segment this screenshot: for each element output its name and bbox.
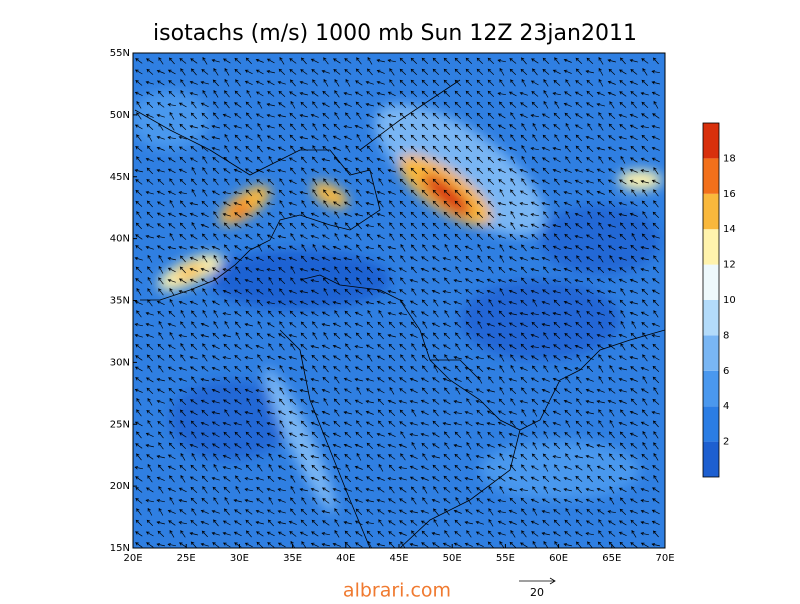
colorbar-segment [703, 441, 719, 477]
lat-label: 25N [110, 419, 130, 430]
colorbar-segment [703, 300, 719, 336]
colorbar-segment [703, 158, 719, 194]
lat-label: 50N [110, 110, 130, 121]
colorbar-label: 2 [723, 437, 729, 448]
field [133, 53, 665, 548]
lat-label: 45N [110, 172, 130, 183]
lon-label: 50E [443, 553, 462, 564]
lon-label: 40E [336, 553, 355, 564]
wind-vectors [134, 56, 660, 548]
colorbar-label: 10 [723, 295, 736, 306]
colorbar-segment [703, 335, 719, 371]
lon-label: 45E [389, 553, 408, 564]
lon-label: 35E [283, 553, 302, 564]
lon-label: 65E [602, 553, 621, 564]
colorbar-label: 12 [723, 260, 736, 271]
lon-label: 70E [655, 553, 674, 564]
colorbar-segment [703, 370, 719, 407]
colorbar-segment [703, 123, 719, 159]
lat-label: 15N [110, 543, 130, 554]
colorbar: 2 4 6 8 10 12 14 16 18 [702, 122, 736, 478]
lat-label: 40N [110, 234, 130, 245]
map-title: isotachs (m/s) 1000 mb Sun 12Z 23jan2011 [153, 21, 637, 46]
watermark: albrari.com [343, 580, 451, 601]
lat-label: 30N [110, 357, 130, 368]
lon-label: 60E [549, 553, 568, 564]
colorbar-segment [703, 193, 719, 230]
latitude-labels: 15N 20N 25N 30N 35N 40N 45N 50N 55N [110, 48, 137, 554]
colorbar-label: 6 [723, 366, 729, 377]
colorbar-label: 8 [723, 330, 729, 341]
colorbar-segment [703, 229, 719, 265]
lat-label: 55N [110, 48, 130, 59]
reference-vector-label: 20 [530, 586, 544, 599]
lon-label: 25E [177, 553, 196, 564]
coastlines [134, 79, 665, 548]
lon-label: 30E [230, 553, 249, 564]
lat-label: 20N [110, 481, 130, 492]
colorbar-label: 16 [723, 189, 736, 200]
colorbar-label: 4 [723, 401, 729, 412]
colorbar-frame [702, 122, 720, 478]
colorbar-segment [703, 264, 719, 300]
colorbar-segment [703, 406, 719, 442]
colorbar-label: 18 [723, 153, 736, 164]
lat-label: 35N [110, 296, 130, 307]
longitude-labels: 20E 25E 30E 35E 40E 45E 50E 55E 60E 65E 70E [123, 544, 675, 564]
lon-label: 55E [496, 553, 515, 564]
speed-shading [133, 90, 662, 513]
reference-arrow [519, 577, 556, 585]
lon-label: 20E [123, 553, 142, 564]
colorbar-label: 14 [723, 224, 736, 235]
